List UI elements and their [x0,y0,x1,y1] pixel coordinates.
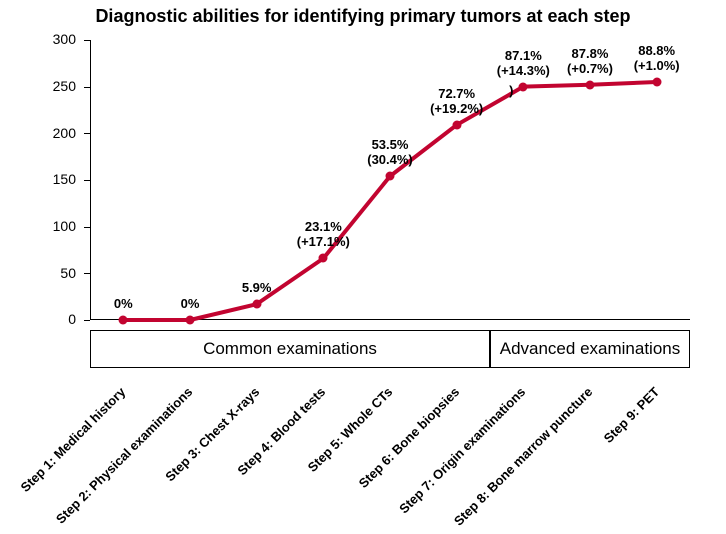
y-tick-label: 50 [40,265,76,281]
series-marker [186,316,195,325]
series-marker [452,120,461,129]
y-tick-label: 250 [40,78,76,94]
x-category-label: Step 3: Chest X-rays [110,384,262,534]
y-tick-label: 200 [40,125,76,141]
series-marker [652,78,661,87]
x-category-label: Step 9: PET [510,384,662,534]
y-tick-label: 0 [40,311,76,327]
x-category-label: Step 5: Whole CTs [243,384,395,534]
y-tick [84,87,90,88]
y-tick [84,133,90,134]
point-label: 88.8%(+1.0%) [634,44,680,74]
x-category-label: Step 8: Bone marrow puncture [443,384,595,534]
point-label: 0% [114,297,133,312]
group-label: Advanced examinations [490,339,690,359]
y-tick [84,227,90,228]
x-category-label: Step 4: Blood tests [177,384,329,534]
chart-container: Diagnostic abilities for identifying pri… [0,0,726,534]
y-tick [84,180,90,181]
y-tick [84,273,90,274]
series-marker [119,316,128,325]
point-label: 87.8%(+0.7%) [567,47,613,77]
point-label: 53.5%(30.4%) [367,138,413,168]
series-marker [519,82,528,91]
point-label: 72.7%(+19.2%) [430,87,483,117]
point-label: 87.1%(+14.3%) [497,49,550,79]
y-tick-label: 300 [40,31,76,47]
x-category-label: Step 2: Physical examinations [43,384,195,534]
series-line [123,82,656,320]
series-marker [319,254,328,263]
group-label: Common examinations [90,339,490,359]
point-label: 0% [181,297,200,312]
x-category-label: Step 6: Bone biopsies [310,384,462,534]
chart-title: Diagnostic abilities for identifying pri… [0,6,726,27]
stray-paren: ) [509,84,513,99]
point-label: 23.1%(+17.1%) [297,221,350,251]
series-marker [252,300,261,309]
series-marker [586,80,595,89]
plot-area: 0501001502002503000%0%5.9%23.1%(+17.1%)5… [90,40,690,320]
y-tick-label: 150 [40,171,76,187]
point-label: 5.9% [242,281,272,296]
y-tick [84,320,90,321]
x-category-label: Step 7: Origin examinations [377,384,529,534]
y-tick-label: 100 [40,218,76,234]
series-marker [386,172,395,181]
y-tick [84,40,90,41]
